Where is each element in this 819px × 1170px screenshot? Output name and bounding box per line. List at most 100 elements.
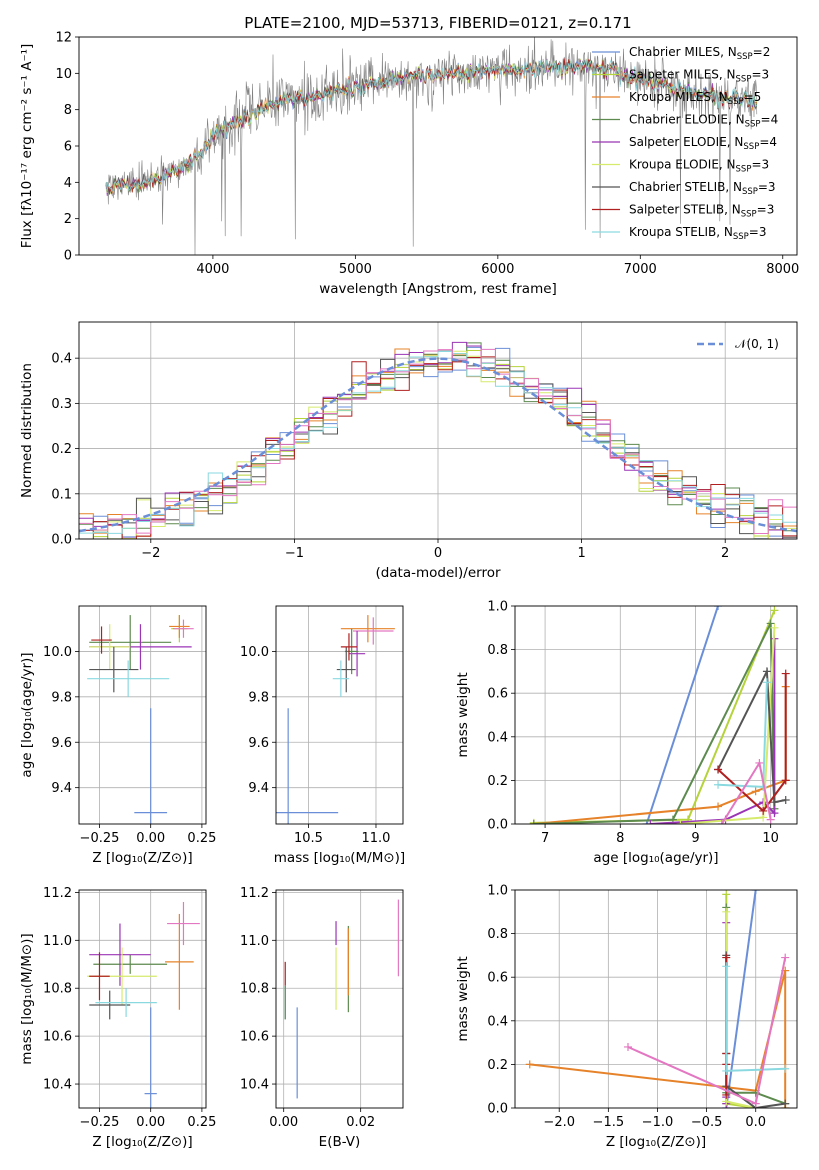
errorbar-point [167,901,200,946]
plot-area [284,899,399,1099]
panel-weight_vs_age: 7 8 9 10 0.0 0.2 0.4 0.6 0.8 1.0 age [log₁₀(age/yr… [455,600,798,866]
errorbar-point [340,615,395,643]
axes-frame [78,889,207,1109]
x-tick-label: 1 [577,546,585,561]
panel-age_vs_Z: −0.25 0.00 0.25 9.4 9.6 9.8 10.0 Z [log₁₀(Z/Z⊙)… [19,605,216,866]
x-tick-label: −1.5 [593,1115,625,1130]
x-tick-label: −0.25 [80,831,120,846]
x-tick-label: 0.02 [346,1115,375,1130]
plot-area [525,890,790,1108]
weight-line [533,610,776,824]
weight-marker [781,1099,790,1108]
y-tick-label: 10.8 [43,982,72,997]
legend-entry: Chabrier MILES, NSSP=2 [629,45,770,62]
x-axis-label: Z [log₁₀(Z/Z⊙)] [92,850,192,866]
y-tick-label: 9.6 [248,736,269,751]
weight-line [650,638,776,824]
y-axis-label: mass [log₁₀(M/M⊙)] [19,933,35,1064]
weight-marker [759,806,768,815]
errorbar-point [93,954,168,974]
x-tick-label: −1 [285,546,304,561]
histogram-series [79,356,797,539]
errorbar-point [340,633,358,661]
errorbar-point [353,617,394,645]
errorbar-point [89,624,131,670]
y-tick-label: 10 [55,67,72,82]
x-tick-label: −2 [141,546,160,561]
histogram-series [79,350,797,534]
weight-marker [781,1064,790,1073]
weight-marker [755,758,764,767]
x-tick-label: 4000 [196,262,229,277]
weight-marker [781,796,790,805]
y-tick-label: 10.0 [43,645,72,660]
weight-marker [722,907,731,916]
weight-marker [676,820,685,824]
x-tick-label: 10 [762,831,779,846]
weight-marker [722,890,731,899]
legend-entry: Chabrier STELIB, NSSP=3 [629,180,776,197]
errorbar-point [91,626,112,654]
y-tick-label: 10.4 [240,1078,269,1093]
y-tick-label: 9.8 [248,690,269,705]
weight-marker [722,1090,731,1099]
ticks: −0.25 0.00 0.25 10.4 10.6 10.8 11.0 11.2 [43,886,216,1130]
weight-marker [525,1060,534,1069]
weight-marker [529,820,538,824]
y-tick-label: 0.0 [487,1102,508,1117]
x-tick-label: 7000 [624,262,657,277]
weight-line [717,673,787,813]
weight-marker [722,953,731,962]
legend-entry: Kroupa MILES, NSSP=5 [629,90,761,107]
y-tick-label: 0.2 [487,1058,508,1073]
x-tick-label: 7 [541,831,549,846]
grid [79,890,206,1108]
plot-area [87,615,194,824]
weight-marker [751,890,760,894]
normal-curve [79,357,797,533]
y-tick-label: 11.0 [43,934,72,949]
weight-marker [722,1066,731,1075]
y-tick-label: 9.4 [248,781,269,796]
panel-residuals: −2 −1 0 1 2 0.0 0.1 0.2 0.3 0.4 (data-model)/error… [19,321,798,581]
y-tick-label: 0.2 [487,774,508,789]
x-axis-label: Z [log₁₀(Z/Z⊙)] [92,1134,192,1150]
y-tick-label: 0.0 [487,818,508,833]
axes-frame [78,605,207,825]
histogram-series [79,348,797,535]
plot-area [105,37,758,255]
x-tick-label: 0.00 [269,1115,298,1130]
x-tick-label: 0.00 [136,831,165,846]
weight-marker [722,962,731,971]
weight-marker [762,678,771,687]
histogram-series [79,350,797,539]
ticks: 4000 5000 6000 7000 8000 0 2 4 6 8 10 12 [55,31,799,278]
weight-marker [781,669,790,678]
weight-marker [762,667,771,676]
x-tick-label: 0.0 [745,1115,766,1130]
legend-entry: Kroupa STELIB, NSSP=3 [629,225,767,242]
errorbar-point [89,646,139,693]
y-tick-label: 0.6 [487,687,508,702]
x-tick-label: 9 [691,831,699,846]
panel-mass_vs_ebv: 0.00 0.02 10.4 10.6 10.8 11.0 11.2 E(B-V) [240,886,404,1150]
errorbar-point [336,646,356,693]
errorbar-point [332,660,349,697]
y-axis-label: mass weight [455,956,471,1041]
model-spectrum [105,59,758,193]
y-tick-label: 0.4 [51,352,72,367]
x-tick-label: −0.25 [80,1115,120,1130]
axes-frame [78,321,798,540]
grid [515,889,797,1109]
weight-marker [770,809,779,818]
y-tick-label: 9.6 [51,736,72,751]
errorbar-point [144,1007,157,1108]
axes-frame [514,605,798,825]
weight-marker [781,953,790,962]
y-tick-label: 8 [64,103,72,118]
axes-frame [78,36,798,256]
ticks: −2.0 −1.5 −1.0 −0.5 0.0 0.0 0.2 0.4 0.6 0.8 1.0 [487,884,766,1131]
y-tick-label: 0.4 [487,730,508,745]
weight-marker [770,798,779,807]
